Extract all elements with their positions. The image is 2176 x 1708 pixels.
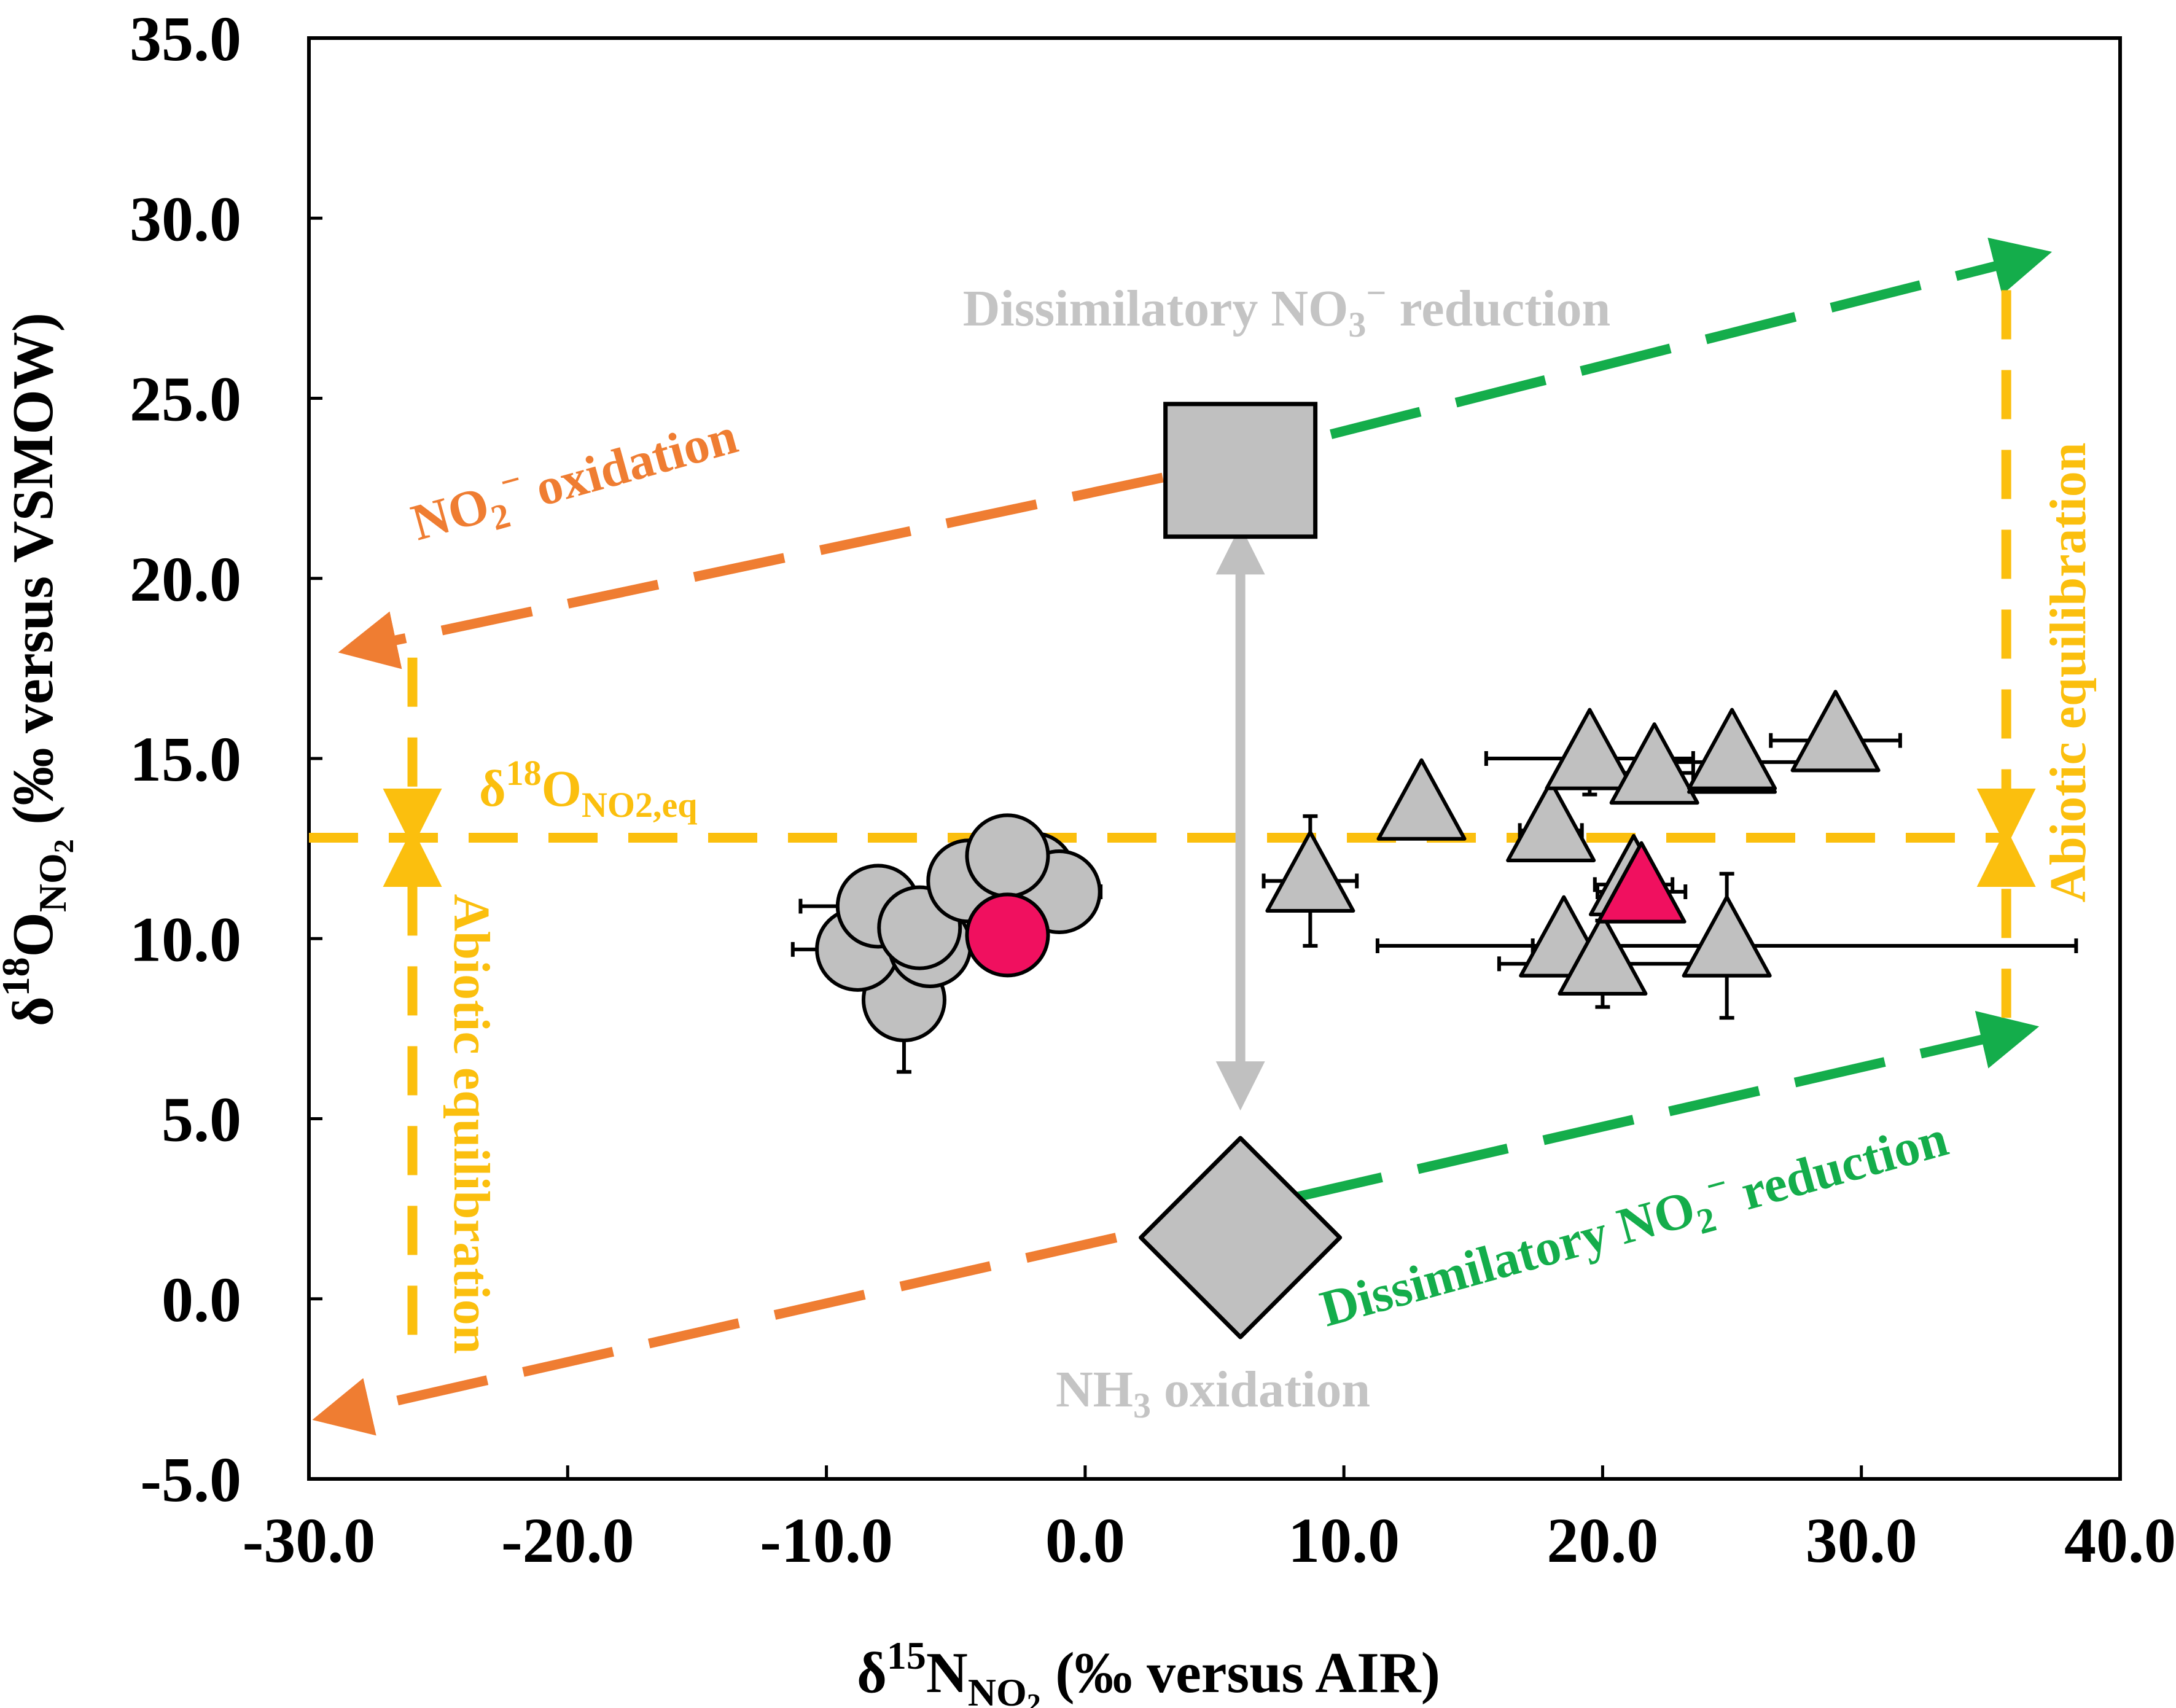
triangle-point xyxy=(1545,708,1635,790)
y-title-suffix: (‰ versus VSMOW) xyxy=(1,313,65,839)
label-eq-main: O xyxy=(542,760,582,817)
label-dissim-no2: Dissimilatory NO2− reduction xyxy=(1312,1102,1956,1345)
y-title-sup: 18 xyxy=(0,957,37,996)
x-title-sup: 15 xyxy=(887,1634,926,1677)
label-dissim-no3-suffix: reduction xyxy=(1386,280,1610,337)
label-abiotic-left: Abiotic equilibration xyxy=(443,894,500,1354)
y-tick-label: 30.0 xyxy=(130,184,241,254)
x-title-main: N xyxy=(926,1641,968,1705)
axes: -30.0 -20.0 -10.0 0.0 10.0 20.0 30.0 40.0 -5.0 0.… xyxy=(130,4,2176,1576)
label-no2ox-prefix: NO xyxy=(405,476,495,552)
triangle-point xyxy=(1376,758,1467,841)
circle-point xyxy=(965,813,1050,899)
x-tick-label: 30.0 xyxy=(1806,1505,1917,1576)
y-tick-label: 10.0 xyxy=(130,904,241,975)
label-equilibrium: δ18ONO2,eq xyxy=(479,753,697,825)
y-title-prefix: δ xyxy=(1,996,65,1026)
label-nh3-prefix: NH xyxy=(1056,1361,1133,1418)
label-no2-oxidation: NO2− oxidation xyxy=(404,400,746,558)
triangle-point xyxy=(1558,913,1648,996)
highlight-triangle-point xyxy=(1596,841,1687,924)
y-axis-title: δ18ONO2 (‰ versus VSMOW) xyxy=(0,313,79,1026)
x-tick-label: -20.0 xyxy=(501,1505,634,1576)
y-tick-label: 25.0 xyxy=(130,364,241,435)
label-dissim-no3-prefix: Dissimilatory NO xyxy=(963,280,1349,337)
annotations: Dissimilatory NO3− reduction NH3 oxidati… xyxy=(0,273,2097,1708)
label-dissim-no2-prefix: Dissimilatory NO xyxy=(1314,1180,1701,1338)
y-tick-label: 15.0 xyxy=(130,724,241,795)
triangle-point xyxy=(1682,895,1772,978)
label-eq-prefix: δ xyxy=(479,760,506,817)
x-tick-label: 0.0 xyxy=(1045,1505,1125,1576)
label-nh3-oxidation: NH3 oxidation xyxy=(1056,1361,1370,1425)
y-tick-label: 5.0 xyxy=(162,1085,241,1155)
data-points xyxy=(790,402,2078,1339)
triangle-point xyxy=(1265,830,1355,913)
process-line xyxy=(312,1233,1118,1436)
y-title-sub2: 2 xyxy=(48,839,79,853)
x-title-sub2: 2 xyxy=(1027,1688,1041,1708)
triangle-point xyxy=(1790,690,1881,773)
y-tick-label: -5.0 xyxy=(140,1445,241,1515)
x-title-sub: NO xyxy=(968,1671,1027,1708)
label-dissim-no3-sup: − xyxy=(1366,273,1386,313)
x-tick-label: 20.0 xyxy=(1546,1505,1658,1576)
label-dissim-no3-sub: 3 xyxy=(1348,305,1366,345)
y-tick-label: 0.0 xyxy=(162,1265,241,1335)
x-axis-title: δ15NNO2 (‰ versus AIR) xyxy=(857,1634,1440,1708)
y-tick-label: 35.0 xyxy=(130,4,241,74)
diamond-end-member xyxy=(1139,1136,1343,1339)
process-lines xyxy=(309,237,2053,1436)
label-dissim-no2-suffix: reduction xyxy=(1723,1110,1954,1225)
x-tick-label: -30.0 xyxy=(243,1505,376,1576)
x-tick-label: 10.0 xyxy=(1288,1505,1400,1576)
y-title-sub: NO xyxy=(31,853,74,912)
triangle-point xyxy=(1609,722,1699,805)
label-eq-sub: NO2,eq xyxy=(582,785,698,825)
square-end-member xyxy=(1163,402,1318,539)
x-tick-label: 40.0 xyxy=(2064,1505,2176,1576)
y-tick-label: 20.0 xyxy=(130,544,241,615)
label-nh3-sub: 3 xyxy=(1133,1386,1151,1425)
x-tick-label: -10.0 xyxy=(760,1505,893,1576)
highlight-circle-point xyxy=(965,892,1050,978)
label-no2ox-suffix: oxidation xyxy=(517,407,743,521)
x-title-prefix: δ xyxy=(857,1641,887,1705)
y-title-main: O xyxy=(1,912,65,957)
label-dissim-no3: Dissimilatory NO3− reduction xyxy=(963,273,1610,345)
label-eq-sup: 18 xyxy=(506,753,542,793)
process-line xyxy=(338,472,1164,669)
label-nh3-suffix: oxidation xyxy=(1151,1361,1370,1418)
triangle-point xyxy=(1687,708,1777,790)
x-title-suffix: (‰ versus AIR) xyxy=(1041,1641,1440,1705)
label-abiotic-right: Abiotic equilibration xyxy=(2040,442,2097,902)
triangle-point xyxy=(1506,779,1596,862)
